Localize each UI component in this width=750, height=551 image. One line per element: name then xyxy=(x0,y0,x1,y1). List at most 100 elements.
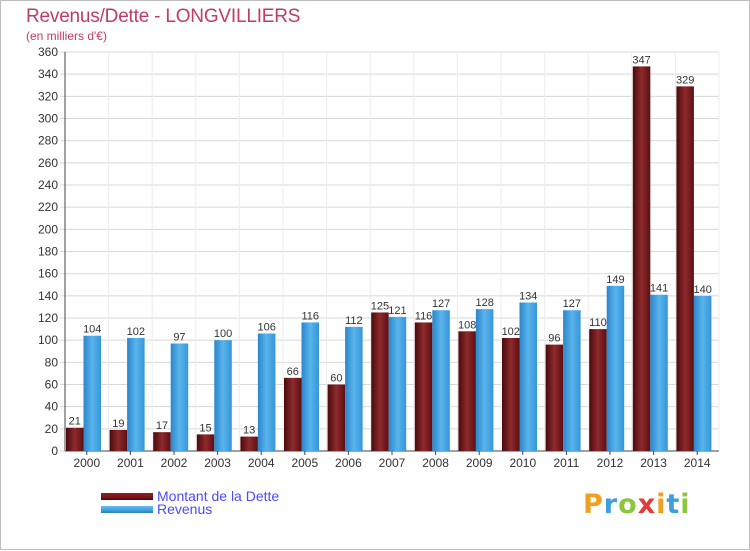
data-label-revenus: 112 xyxy=(345,315,363,327)
bar-revenus xyxy=(257,333,276,451)
x-tick-label: 2003 xyxy=(204,456,231,470)
x-tick-label: 2014 xyxy=(684,456,711,470)
bar-dette xyxy=(153,432,171,451)
y-tick-label: 160 xyxy=(38,267,58,281)
y-tick-label: 120 xyxy=(38,311,58,325)
data-label-dette: 110 xyxy=(589,317,607,329)
bar-dette xyxy=(66,427,84,451)
data-label-dette: 116 xyxy=(415,310,433,322)
bar-dette xyxy=(284,377,302,451)
x-tick-label: 2009 xyxy=(466,456,493,470)
legend-swatch-revenus xyxy=(101,505,153,513)
bar-revenus xyxy=(563,310,581,451)
y-tick-label: 100 xyxy=(38,333,58,347)
data-label-revenus: 104 xyxy=(83,324,101,336)
chart-subtitle: (en milliers d'€) xyxy=(26,29,107,43)
bar-dette xyxy=(196,434,215,451)
y-tick-label: 360 xyxy=(38,45,58,59)
x-tick-label: 2008 xyxy=(422,456,449,470)
bar-revenus xyxy=(519,302,537,451)
bar-revenus xyxy=(83,335,101,451)
bar-dette xyxy=(414,322,433,451)
y-tick-label: 140 xyxy=(38,289,58,303)
data-label-revenus: 141 xyxy=(650,283,668,295)
y-tick-label: 200 xyxy=(38,222,58,236)
y-tick-label: 300 xyxy=(38,112,58,126)
legend-item-dette: Montant de la Dette xyxy=(101,488,279,504)
bar-revenus xyxy=(127,337,145,451)
proxiti-logo: Proxiti xyxy=(583,489,691,520)
bar-dette xyxy=(589,329,607,451)
bar-dette xyxy=(632,66,651,452)
data-label-dette: 66 xyxy=(287,366,299,378)
data-label-revenus: 127 xyxy=(432,298,450,310)
x-tick-label: 2005 xyxy=(291,456,318,470)
data-label-revenus: 140 xyxy=(693,284,711,296)
data-label-revenus: 121 xyxy=(388,305,406,317)
y-tick-label: 320 xyxy=(38,89,58,103)
logo-letter: i xyxy=(656,489,667,520)
bar-dette xyxy=(545,344,564,451)
bar-dette xyxy=(371,312,389,451)
data-label-dette: 347 xyxy=(632,54,650,66)
data-label-dette: 60 xyxy=(330,373,342,385)
data-label-dette: 108 xyxy=(458,319,476,331)
x-tick-label: 2013 xyxy=(640,456,667,470)
data-label-revenus: 127 xyxy=(563,298,581,310)
x-tick-label: 2001 xyxy=(117,456,144,470)
data-label-revenus: 128 xyxy=(475,297,493,309)
y-tick-label: 80 xyxy=(45,355,59,369)
data-label-revenus: 106 xyxy=(257,322,275,334)
logo-letter: r xyxy=(603,489,619,520)
data-label-revenus: 100 xyxy=(214,328,232,340)
data-label-dette: 13 xyxy=(243,425,255,437)
logo-letter: x xyxy=(637,489,657,520)
y-tick-label: 340 xyxy=(38,67,58,81)
bar-dette xyxy=(676,86,694,451)
data-label-dette: 102 xyxy=(502,326,520,338)
data-label-dette: 17 xyxy=(156,420,168,432)
bar-revenus xyxy=(388,316,407,451)
logo-letter: t xyxy=(666,489,681,520)
data-label-dette: 329 xyxy=(676,74,694,86)
x-tick-label: 2002 xyxy=(161,456,188,470)
x-tick-label: 2004 xyxy=(248,456,275,470)
data-label-dette: 96 xyxy=(548,333,560,345)
x-tick-label: 2011 xyxy=(553,456,579,470)
legend-label-revenus: Revenus xyxy=(157,501,213,517)
data-label-revenus: 97 xyxy=(173,331,185,343)
x-tick-label: 2000 xyxy=(73,456,100,470)
chart-title: Revenus/Dette - LONGVILLIERS xyxy=(26,6,301,27)
bar-revenus xyxy=(606,285,625,451)
y-tick-label: 220 xyxy=(38,200,58,214)
logo-letter: P xyxy=(583,489,604,520)
x-tick-label: 2012 xyxy=(597,456,624,470)
data-label-dette: 19 xyxy=(112,418,124,430)
bar-dette xyxy=(109,429,128,451)
y-tick-label: 40 xyxy=(45,400,59,414)
logo-letter: o xyxy=(618,489,638,520)
bar-dette xyxy=(458,331,476,451)
data-label-revenus: 116 xyxy=(301,310,319,322)
legend-swatch-dette xyxy=(101,492,153,500)
x-tick-label: 2007 xyxy=(379,456,406,470)
bar-revenus xyxy=(345,326,363,451)
y-tick-label: 260 xyxy=(38,156,58,170)
legend-label-dette: Montant de la Dette xyxy=(157,488,280,504)
bar-revenus xyxy=(475,309,494,451)
data-label-revenus: 134 xyxy=(519,290,537,302)
bar-dette xyxy=(327,384,346,451)
y-tick-label: 60 xyxy=(45,378,59,392)
data-label-dette: 21 xyxy=(69,416,81,428)
x-tick-label: 2006 xyxy=(335,456,362,470)
y-tick-label: 280 xyxy=(38,134,58,148)
bar-revenus xyxy=(432,310,450,451)
bar-dette xyxy=(502,337,520,451)
logo-letter: i xyxy=(680,489,691,520)
bar-dette xyxy=(240,436,258,451)
data-label-revenus: 149 xyxy=(606,274,624,286)
bar-revenus xyxy=(170,343,189,451)
y-tick-label: 20 xyxy=(45,422,59,436)
x-tick-label: 2010 xyxy=(509,456,536,470)
